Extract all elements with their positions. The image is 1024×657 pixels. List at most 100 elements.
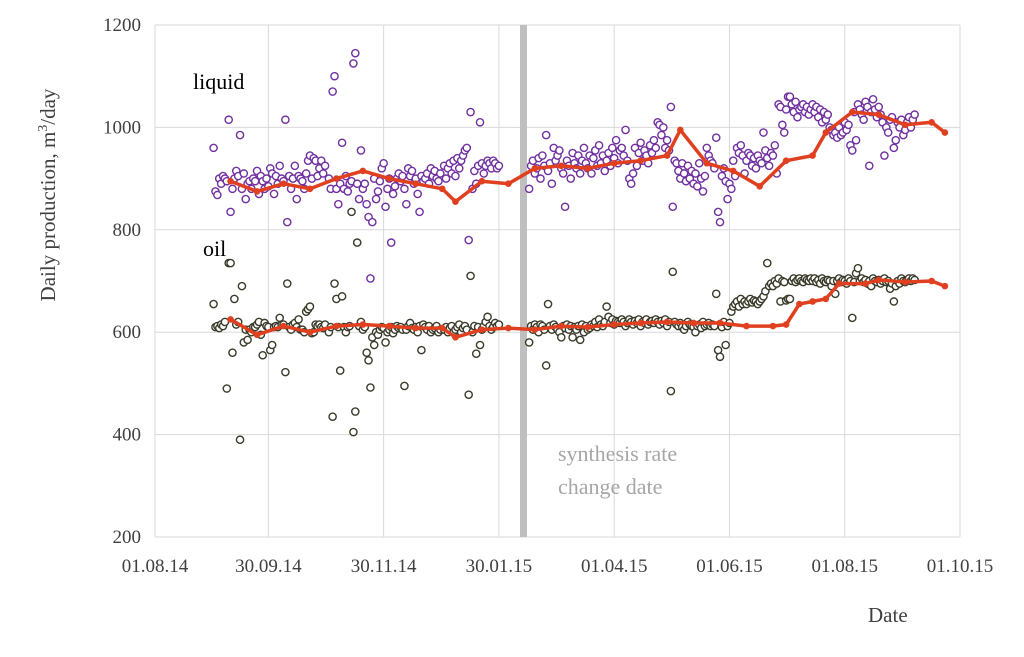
x-tick-label: 01.08.15 [811,556,878,577]
oil-point [294,315,303,324]
liquid-point [386,238,396,247]
series-label-oil: oil [203,236,226,261]
oil-point [483,312,492,322]
oil-point [475,340,485,350]
liquid-point [659,123,668,132]
liquid-point [723,194,732,204]
oil-trend-point [280,322,287,330]
oil-trend-point [875,276,883,284]
liquid-point [751,164,761,173]
oil-point [222,384,232,393]
liquid-trend-point [663,152,671,159]
liquid-point [371,194,381,204]
oil-point [524,338,534,347]
liquid-point [224,115,233,125]
oil-trend-point [227,316,234,323]
liquid-point [793,112,802,122]
y-tick-label: 1200 [103,15,141,36]
liquid-point [402,199,411,209]
oil-trend-point [782,321,790,328]
liquid-point [693,181,702,191]
liquid-point [351,48,360,58]
liquid-point [662,135,672,145]
liquid-point [880,151,889,160]
liquid-point [594,141,604,150]
oil-point [889,297,899,306]
liquid-point [524,184,534,194]
liquid-point [823,110,833,119]
liquid-point [330,71,339,81]
oil-point [847,313,857,323]
liquid-point [235,130,245,140]
liquid-point [262,174,271,183]
liquid-trend-point [901,121,909,129]
oil-trend-point [663,318,671,326]
liquid-point [626,179,636,189]
oil-trend-point [478,326,486,333]
liquid-point [239,169,249,178]
liquid-point [713,207,723,217]
liquid-point [301,169,311,178]
liquid-point [464,235,473,245]
liquid-point [859,115,868,125]
liquid-point [434,176,443,186]
liquid-point [269,189,279,199]
liquid-point [292,194,302,204]
x-tick-label: 01.10.15 [927,556,994,577]
oil-point [235,435,245,445]
liquid-point [768,151,778,160]
liquid-trend-point [386,175,393,182]
oil-point [417,345,426,355]
liquid-trend-point [848,108,856,116]
liquid-point [558,169,568,178]
oil-point [602,302,611,311]
trend-lines [227,108,949,341]
liquid-trend-point [637,157,644,164]
oil-point [568,333,577,342]
liquid-point [736,141,746,150]
oil-point [369,340,379,350]
oil-point [243,335,252,345]
liquid-point [390,181,400,191]
liquid-point [555,146,564,155]
liquid-point [910,110,919,119]
liquid-trend-point [478,177,486,185]
oil-point [779,277,789,287]
liquid-point [383,184,392,194]
oil-trend-point [690,319,697,327]
liquid-trend-point [729,167,737,175]
liquid-point [388,189,398,199]
oil-point [471,349,481,359]
liquid-point [617,143,627,153]
liquid-point [728,156,738,165]
oil-point [721,340,730,350]
liquid-point [657,130,666,140]
oil-trend-point [531,326,539,333]
oil-point [226,258,235,268]
liquid-trend-point [875,111,883,118]
oil-point [351,407,360,416]
liquid-point [466,107,475,117]
liquid-point [770,141,780,150]
oil-point [337,292,347,301]
oil-trend-point [862,280,869,287]
y-tick-label: 600 [113,322,142,343]
y-tick-label: 800 [113,220,142,241]
oil-trend-point [796,300,803,308]
liquid-point [600,166,610,176]
liquid-trend-point [782,157,790,164]
y-axis-title-tail: /day [36,88,60,125]
oil-point [381,338,390,347]
liquid-point [320,161,330,171]
oil-point [711,289,721,299]
liquid-point [575,169,585,178]
liquid-point [547,179,557,189]
liquid-point [368,217,377,227]
liquid-point [587,169,596,178]
oil-point [237,281,247,291]
oil-point [556,333,566,342]
liquid-trend-point [505,180,512,188]
liquid-trend-point [438,185,446,193]
liquid-point [847,146,857,155]
liquid-point [441,174,451,183]
